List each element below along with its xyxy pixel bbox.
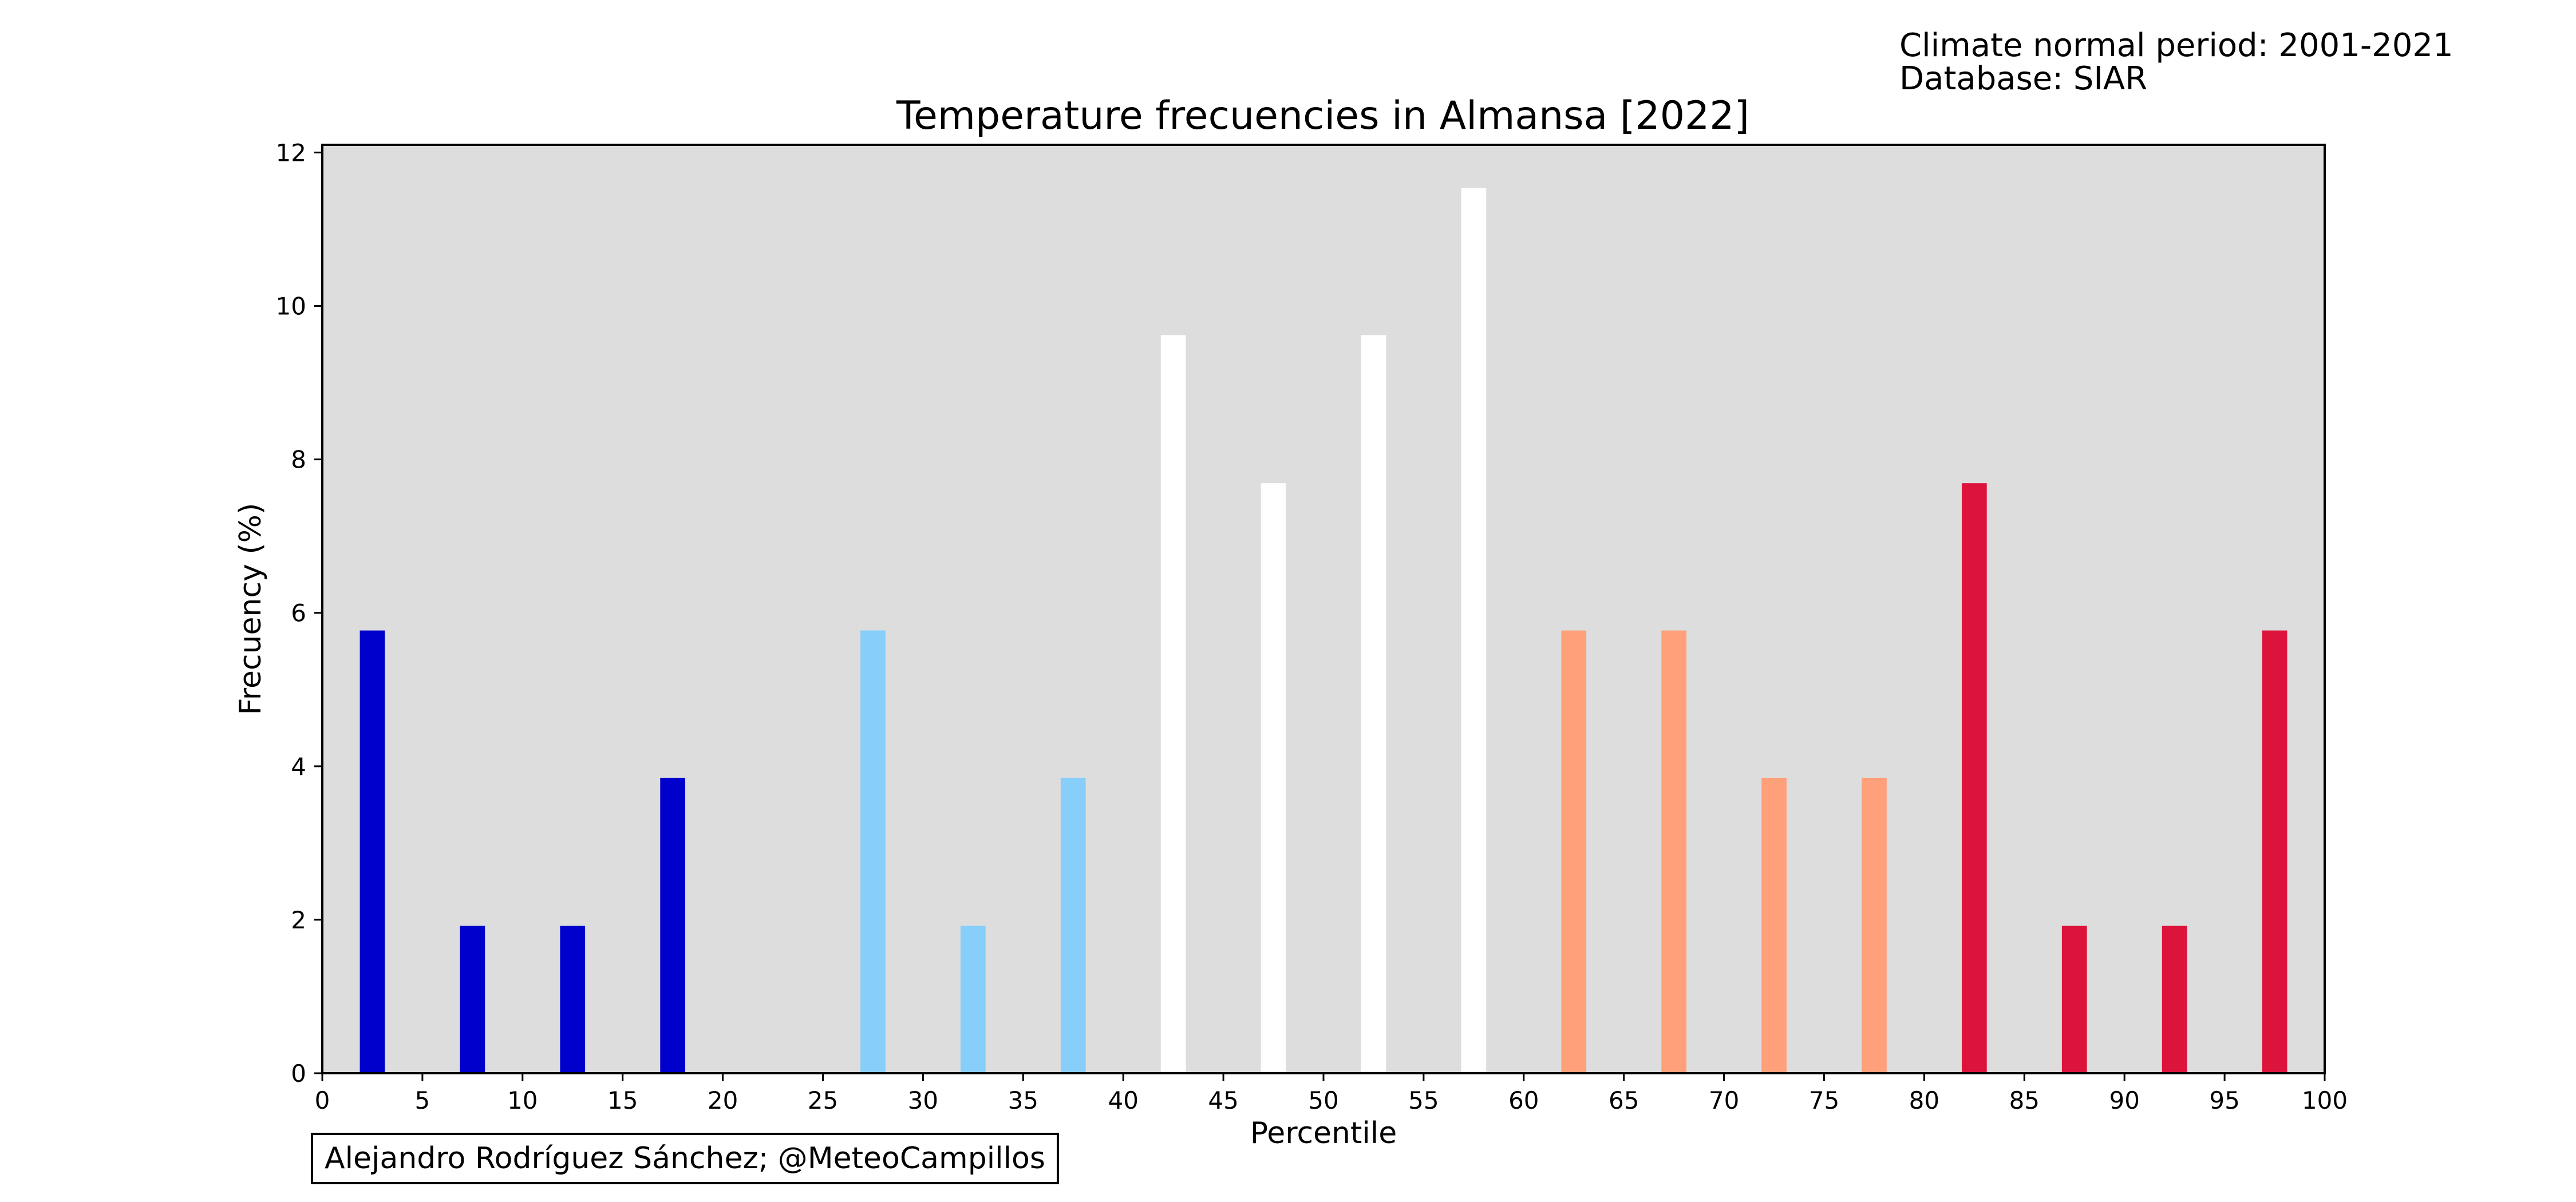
climate-normal-period-note: Climate normal period: 2001-2021 [1899, 27, 2453, 64]
x-tick-label: 5 [415, 1086, 430, 1114]
y-tick-label: 4 [291, 753, 306, 781]
x-tick-label: 25 [808, 1086, 838, 1114]
bar-percentile-27.5 [860, 630, 886, 1073]
y-tick-label: 6 [291, 599, 306, 627]
bar-percentile-77.5 [1862, 777, 1887, 1073]
bar-percentile-62.5 [1561, 630, 1587, 1073]
bar-percentile-57.5 [1461, 188, 1487, 1074]
chart-title: Temperature frecuencies in Almansa [2022… [896, 93, 1749, 139]
x-tick-label: 0 [315, 1086, 330, 1114]
y-axis: 0 2 4 6 8 10 12 [276, 139, 322, 1088]
bars-group [359, 188, 2287, 1074]
bar-percentile-17.5 [660, 777, 686, 1073]
author-credit-box: Alejandro Rodríguez Sánchez; @MeteoCampi… [311, 1133, 1059, 1184]
x-tick-label: 55 [1408, 1086, 1439, 1114]
bar-percentile-12.5 [560, 926, 586, 1073]
bar-percentile-42.5 [1160, 335, 1186, 1073]
bar-percentile-2.5 [359, 630, 385, 1073]
bar-percentile-72.5 [1761, 777, 1787, 1073]
x-tick-label: 40 [1108, 1086, 1138, 1114]
x-tick-label: 60 [1508, 1086, 1539, 1114]
x-tick-label: 80 [1909, 1086, 1939, 1114]
x-axis: 0 5 10 15 20 25 30 35 40 45 50 55 60 65 70 75 80 85 90 95 10… [315, 1073, 2348, 1114]
bar-percentile-87.5 [2061, 926, 2087, 1073]
bar-percentile-67.5 [1661, 630, 1687, 1073]
bar-percentile-32.5 [960, 926, 986, 1073]
plot-area [322, 145, 2325, 1073]
y-tick-label: 12 [276, 139, 306, 167]
bar-percentile-7.5 [460, 926, 485, 1073]
x-tick-label: 90 [2109, 1086, 2139, 1114]
x-tick-label: 45 [1208, 1086, 1238, 1114]
x-tick-label: 100 [2302, 1086, 2348, 1114]
y-tick-label: 10 [276, 292, 306, 321]
x-tick-label: 10 [507, 1086, 538, 1114]
x-tick-label: 15 [607, 1086, 638, 1114]
x-tick-label: 70 [1709, 1086, 1739, 1114]
x-tick-label: 75 [1809, 1086, 1839, 1114]
x-tick-label: 50 [1308, 1086, 1338, 1114]
x-tick-label: 35 [1008, 1086, 1038, 1114]
y-tick-label: 0 [291, 1059, 306, 1088]
y-tick-label: 2 [291, 906, 306, 934]
x-tick-label: 30 [908, 1086, 938, 1114]
bar-percentile-37.5 [1060, 777, 1086, 1073]
x-tick-label: 65 [1609, 1086, 1639, 1114]
y-tick-label: 8 [291, 446, 306, 474]
x-axis-label: Percentile [1250, 1116, 1397, 1150]
bar-percentile-52.5 [1361, 335, 1386, 1073]
x-tick-label: 85 [2009, 1086, 2040, 1114]
x-tick-label: 20 [708, 1086, 738, 1114]
bar-percentile-47.5 [1261, 483, 1286, 1073]
bar-percentile-97.5 [2262, 630, 2287, 1073]
bar-percentile-92.5 [2162, 926, 2187, 1073]
database-note: Database: SIAR [1899, 60, 2148, 97]
bar-percentile-82.5 [1961, 483, 1987, 1073]
y-axis-label: Frecuency (%) [234, 503, 268, 715]
x-tick-label: 95 [2209, 1086, 2239, 1114]
